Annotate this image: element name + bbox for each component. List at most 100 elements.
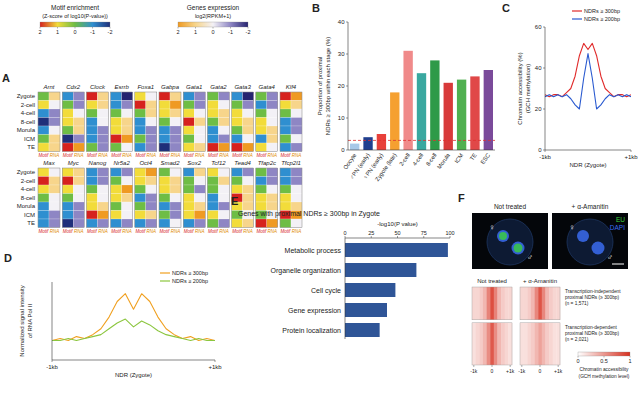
- heat-cell: [194, 101, 205, 110]
- heat-cell: [122, 177, 133, 186]
- heat-cell: [291, 185, 302, 194]
- heat-cell: [135, 109, 146, 118]
- heat-cell: [111, 219, 122, 228]
- heat-cell: [146, 194, 157, 203]
- heat-cell: [505, 287, 509, 320]
- axis-title: Chromatin accessibility (%): [517, 52, 523, 124]
- heat-cell: [494, 323, 498, 365]
- row-label: ICM: [24, 212, 35, 218]
- legend-swatch: [572, 10, 582, 11]
- heat-cell: [170, 177, 181, 186]
- tick: [215, 360, 216, 362]
- bar: [345, 243, 448, 257]
- symbol: ♀: [569, 223, 575, 232]
- heat-cell: [73, 135, 84, 144]
- heat-cell: [146, 101, 157, 110]
- heat-cell: [111, 126, 122, 135]
- block-frame: [207, 168, 229, 228]
- col-label: Motif: [232, 229, 243, 234]
- block-frame: [135, 168, 157, 228]
- panel-label: B: [312, 2, 320, 14]
- heat-cell: [542, 323, 546, 365]
- legend-label: NDRs ≥ 200bp: [584, 16, 620, 22]
- heat-cell: [194, 135, 205, 144]
- tick-label: 75: [421, 230, 427, 236]
- heat-cell: [86, 177, 97, 186]
- bar: [457, 80, 466, 150]
- bar: [345, 303, 387, 317]
- heat-cell: [232, 118, 243, 127]
- heat-cell: [207, 135, 218, 144]
- block-frame: [232, 168, 254, 228]
- block-frame: [280, 168, 302, 228]
- heat-cell: [86, 202, 97, 211]
- block-frame: [159, 168, 181, 228]
- heat-cell: [194, 185, 205, 194]
- heat-cell: [256, 194, 267, 203]
- heat-cell: [135, 177, 146, 186]
- tf-name: Gata2: [210, 84, 227, 90]
- col-label: RNA: [195, 153, 205, 158]
- tick: [371, 236, 372, 238]
- heat-cell: [542, 287, 546, 320]
- heat-cell: [49, 92, 60, 101]
- heat-cell: [183, 126, 194, 135]
- tick-label: 0: [211, 29, 214, 35]
- tick: [545, 150, 546, 152]
- heat-cell: [556, 287, 560, 320]
- plot-area: [545, 43, 631, 109]
- heat-cell: [280, 118, 291, 127]
- tf-name: Foxa1: [137, 84, 154, 90]
- symbol: ♀: [489, 223, 495, 232]
- heat-cell: [73, 177, 84, 186]
- heat-cell: [62, 101, 73, 110]
- channel-label: EU: [616, 216, 625, 223]
- heat-cell: [527, 323, 531, 365]
- heat-cell: [122, 202, 133, 211]
- heat-cell: [207, 194, 218, 203]
- heat-cell: [170, 219, 181, 228]
- heat-cell: [505, 323, 509, 365]
- heat-cell: [280, 177, 291, 186]
- col-label: RNA: [292, 153, 302, 158]
- heat-cell: [183, 135, 194, 144]
- tf-name: Sox2: [187, 160, 201, 166]
- heat-cell: [38, 168, 49, 177]
- heat-cell: [520, 323, 524, 365]
- heat-cell: [122, 211, 133, 220]
- heat-cell: [218, 143, 229, 152]
- cell: [487, 219, 533, 265]
- tick-label: +1kb: [624, 154, 638, 160]
- heat-cell: [159, 143, 170, 152]
- heat-cell: [243, 92, 254, 101]
- heat-cell: [501, 323, 505, 365]
- block-frame: [62, 92, 84, 152]
- heat-cell: [232, 168, 243, 177]
- heatmap-frame: [472, 323, 512, 365]
- tf-name: Arnt: [42, 84, 54, 90]
- tick-label: 1: [194, 29, 197, 35]
- heat-cell: [490, 323, 494, 365]
- tf-name: Oct4: [139, 160, 152, 166]
- heat-cell: [183, 219, 194, 228]
- heat-cell: [49, 109, 60, 118]
- heat-cell: [232, 185, 243, 194]
- category-label: Protein localization: [282, 327, 341, 334]
- heat-cell: [135, 185, 146, 194]
- plot-area: [52, 294, 215, 341]
- heatmap-title: Not treated: [477, 278, 507, 284]
- tick-label: 0: [343, 230, 346, 236]
- col-label: Motif: [39, 153, 50, 158]
- heat-cell: [73, 211, 84, 220]
- tf-name: Esrrb: [114, 84, 129, 90]
- heat-cell: [243, 126, 254, 135]
- category-label: Zygote (late): [374, 152, 398, 182]
- category-label: ICM: [453, 152, 464, 164]
- plot-area: [348, 51, 495, 150]
- heat-cell: [170, 92, 181, 101]
- bar: [444, 83, 453, 150]
- heat-cell: [291, 219, 302, 228]
- tick-label: 0: [73, 29, 76, 35]
- heat-cell: [73, 118, 84, 127]
- heat-cell: [170, 101, 181, 110]
